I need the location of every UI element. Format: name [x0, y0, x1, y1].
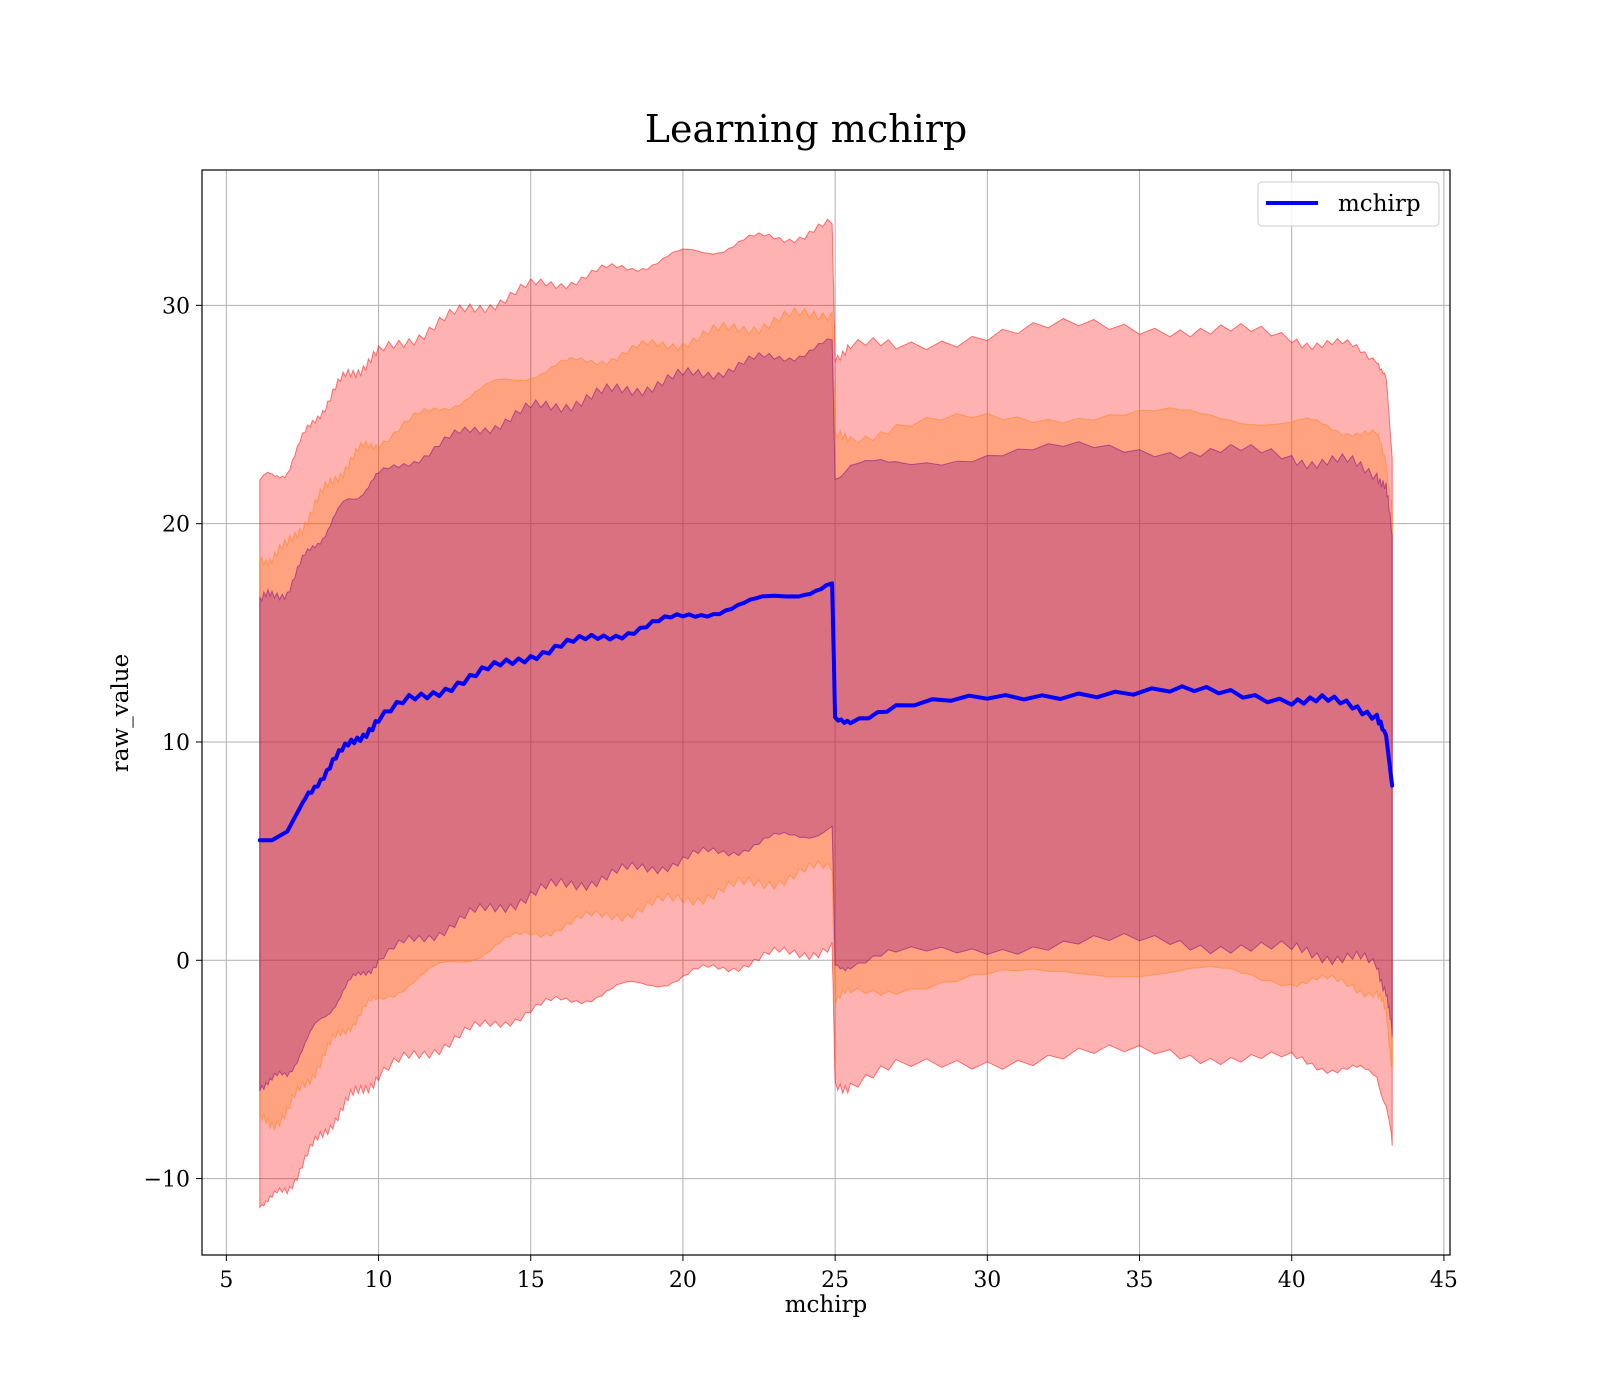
- x-axis-ticks: 5 10 15 20 25 30 35 40 45: [219, 1255, 1458, 1293]
- y-axis-label: raw_value: [108, 654, 134, 772]
- legend-label-mchirp: mchirp: [1338, 191, 1421, 217]
- x-tick-label: 40: [1278, 1268, 1306, 1293]
- plot-area: [202, 170, 1450, 1255]
- y-tick-label: 0: [176, 949, 190, 974]
- legend-box: [1257, 181, 1440, 227]
- x-tick-label: 15: [517, 1268, 545, 1293]
- y-axis-ticks: −10 0 10 20 30: [144, 294, 202, 1193]
- data-lines: [257, 581, 1395, 843]
- x-tick-label: 35: [1126, 1268, 1154, 1293]
- series-line-mchirp: [257, 581, 1395, 843]
- confidence-band-3: [259, 338, 1393, 1092]
- y-tick-label: 30: [162, 294, 190, 319]
- x-tick-label: 30: [973, 1268, 1001, 1293]
- y-tick-label: 20: [162, 513, 190, 538]
- chart-title: Learning mchirp: [645, 107, 967, 151]
- legend: mchirp: [1257, 181, 1440, 227]
- x-tick-label: 5: [219, 1268, 233, 1293]
- confidence-band-2: [259, 306, 1393, 1132]
- x-tick-label: 25: [821, 1268, 849, 1293]
- plot-frame: [201, 169, 1451, 1256]
- x-tick-label: 45: [1430, 1268, 1458, 1293]
- confidence-band-1: [259, 218, 1393, 1210]
- x-axis-label: mchirp: [785, 1292, 868, 1318]
- confidence-bands: [259, 218, 1393, 1210]
- x-tick-label: 20: [669, 1268, 697, 1293]
- x-tick-label: 10: [365, 1268, 393, 1293]
- y-tick-label: 10: [162, 731, 190, 756]
- y-tick-label: −10: [144, 1168, 190, 1193]
